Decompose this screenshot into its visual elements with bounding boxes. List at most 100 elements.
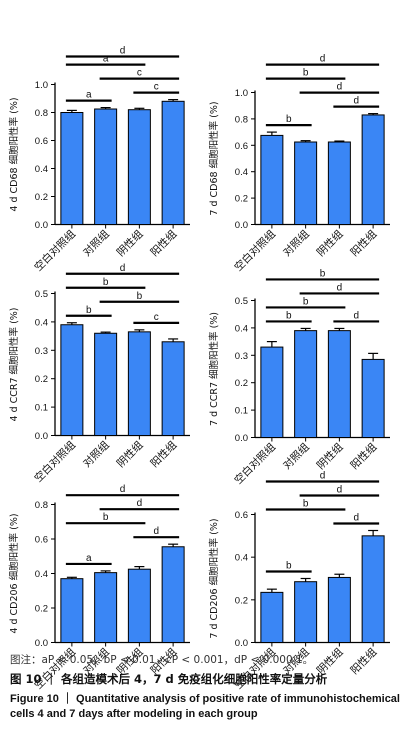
x-tick-label: 阴性组 [114, 227, 146, 259]
significance-label: d [337, 485, 343, 496]
x-tick-label: 对照组 [80, 227, 112, 259]
significance-label: d [137, 498, 143, 509]
significance-label: d [120, 484, 126, 495]
significance-label: c [154, 82, 159, 93]
significance-label: d [337, 282, 343, 293]
significance-label: b [303, 499, 309, 510]
y-tick-label: 0.2 [35, 604, 48, 615]
significance-label: d [120, 263, 126, 274]
x-tick-label: 阳性组 [348, 440, 380, 472]
y-tick-label: 0.4 [235, 323, 248, 334]
y-axis-label: 7 d CD206 细胞阳性率 (%) [208, 518, 220, 638]
y-tick-label: 0.0 [235, 220, 248, 231]
y-tick-label: 0.8 [235, 114, 248, 125]
y-tick-label: 0.4 [35, 164, 48, 175]
y-tick-label: 0.6 [35, 136, 48, 147]
significance-label: b [86, 305, 92, 316]
significance-label: c [137, 68, 142, 79]
significance-label: d [153, 526, 159, 537]
bar [161, 546, 185, 644]
panel-2: 0.0 0.2 0.4 0.6 0.8 1.0 7 d CD68 细胞阳性率 (%) 空白对照… [208, 54, 390, 274]
bar [361, 358, 385, 438]
y-tick-label: 0.2 [235, 378, 248, 389]
significance-label: b [320, 268, 326, 279]
y-tick-label: 0.2 [35, 192, 48, 203]
bar [60, 578, 84, 643]
bar [294, 141, 318, 225]
y-tick-label: 0.0 [35, 431, 48, 442]
figure-title-en: Figure 10 ｜ Quantitative analysis of pos… [10, 693, 400, 720]
x-tick-label: 空白对照组 [32, 438, 79, 485]
significance-label: a [86, 90, 92, 101]
y-tick-label: 0.4 [35, 569, 48, 580]
x-tick-label: 阳性组 [348, 227, 380, 259]
bar [260, 134, 284, 225]
x-tick-label: 阴性组 [314, 227, 346, 259]
panel-3: 0.0 0.1 0.2 0.3 0.4 0.5 4 d CCR7 细胞阳性率 (%) 空白对照… [8, 263, 190, 485]
panel-4: 0.0 0.1 0.2 0.3 0.4 0.5 7 d CCR7 细胞阳性率 (%) 空白对照… [208, 268, 390, 487]
bar [361, 114, 385, 225]
y-tick-label: 0.0 [35, 220, 48, 231]
y-tick-label: 0.8 [35, 108, 48, 119]
y-tick-label: 0.4 [235, 167, 248, 178]
significance-label: b [286, 114, 292, 125]
figure-title-cn: 图 10 ｜ 各组造模术后 4，7 d 免疫组化细胞阳性率定量分析 [10, 672, 328, 686]
y-axis-label: 7 d CCR7 细胞阳性率 (%) [208, 312, 220, 426]
y-tick-label: 0.1 [35, 403, 48, 414]
bar [127, 331, 151, 436]
y-tick-label: 0.4 [235, 553, 248, 564]
significance-label: d [320, 54, 326, 65]
figure-caption: 图注：aP < 0.05，bP < 0.01，cP < 0.001，dP < 0… [10, 652, 410, 722]
bar [327, 141, 351, 225]
y-tick-label: 1.0 [235, 88, 248, 99]
y-axis-label: 4 d CD206 细胞阳性率 (%) [8, 513, 20, 633]
x-tick-label: 对照组 [280, 227, 312, 259]
y-tick-label: 0.3 [35, 346, 48, 357]
significance-label: b [103, 277, 109, 288]
significance-label: d [353, 513, 359, 524]
panel-1: 0.0 0.2 0.4 0.6 0.8 1.0 4 d CD68 细胞阳性率 (%) 空白对照… [8, 46, 190, 274]
bar [294, 581, 318, 644]
bar [127, 109, 151, 226]
y-tick-label: 0.1 [235, 406, 248, 417]
y-tick-label: 0.2 [235, 595, 248, 606]
significance-label: d [353, 96, 359, 107]
bar [260, 346, 284, 438]
bar [294, 330, 318, 439]
significance-label: d [120, 46, 126, 57]
y-tick-label: 0.6 [235, 141, 248, 152]
significance-label: d [320, 471, 326, 482]
significance-label: d [337, 82, 343, 93]
significance-label: d [353, 310, 359, 321]
bar [60, 112, 84, 225]
significance-label: c [154, 312, 159, 323]
x-tick-label: 空白对照组 [232, 440, 279, 487]
x-tick-label: 阴性组 [314, 440, 346, 472]
x-tick-label: 阳性组 [148, 438, 180, 470]
significance-label: b [303, 68, 309, 79]
y-tick-label: 0.0 [35, 638, 48, 649]
y-tick-label: 0.6 [235, 510, 248, 521]
bar [94, 572, 118, 644]
x-tick-label: 对照组 [280, 440, 312, 472]
bar [361, 535, 385, 644]
y-tick-label: 0.0 [235, 638, 248, 649]
y-axis-label: 7 d CD68 细胞阳性率 (%) [208, 101, 220, 215]
bar [94, 108, 118, 225]
bar [327, 576, 351, 644]
bar [161, 341, 185, 436]
bar [161, 100, 185, 225]
x-tick-label: 阴性组 [114, 438, 146, 470]
y-tick-label: 0.0 [235, 433, 248, 444]
y-tick-label: 0.5 [35, 289, 48, 300]
bar [327, 330, 351, 439]
y-tick-label: 0.5 [235, 296, 248, 307]
figure-note: 图注：aP < 0.05，bP < 0.01，cP < 0.001，dP < 0… [10, 654, 314, 666]
significance-label: b [303, 296, 309, 307]
bar [60, 324, 84, 436]
bar [127, 568, 151, 643]
significance-label: b [286, 310, 292, 321]
y-tick-label: 0.2 [235, 194, 248, 205]
x-tick-label: 空白对照组 [32, 227, 79, 274]
